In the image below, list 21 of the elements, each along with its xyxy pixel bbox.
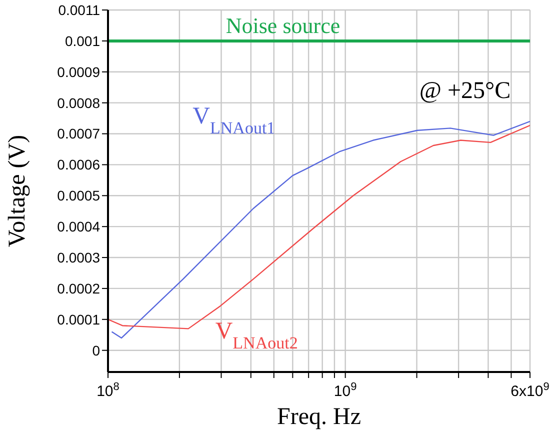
x-axis-title: Freq. Hz	[277, 404, 361, 430]
x-tick-label: 10$^{8}$	[96, 381, 120, 400]
annotation: @ +25°C	[419, 78, 511, 104]
series-label: Noise source	[226, 12, 340, 38]
y-tick-label: 0	[92, 342, 100, 358]
series-label: V$_{LNAout2}$	[215, 318, 298, 352]
y-tick-label: 0.001	[64, 32, 100, 49]
y-axis-title: Voltage (V)	[4, 134, 31, 248]
y-tick-label: 0.0001	[57, 311, 100, 328]
series-label: V$_{LNAout1}$	[192, 104, 276, 138]
y-tick-label: 0.0002	[57, 280, 100, 296]
y-tick-label: 0.0011	[58, 2, 100, 18]
y-tick-label: 0.0005	[57, 188, 100, 204]
y-tick-label: 0.0008	[57, 94, 100, 111]
y-tick-label: 0.0006	[57, 156, 100, 173]
x-tick-label: 10$^{9}$	[334, 381, 357, 400]
x-tick-label: 6x10$^{9}$	[510, 381, 550, 400]
y-tick-label: 0.0009	[57, 64, 100, 80]
y-tick-label: 0.0007	[57, 126, 100, 142]
y-tick-label: 0.0004	[57, 218, 100, 235]
y-tick-label: 0.0003	[57, 249, 100, 266]
